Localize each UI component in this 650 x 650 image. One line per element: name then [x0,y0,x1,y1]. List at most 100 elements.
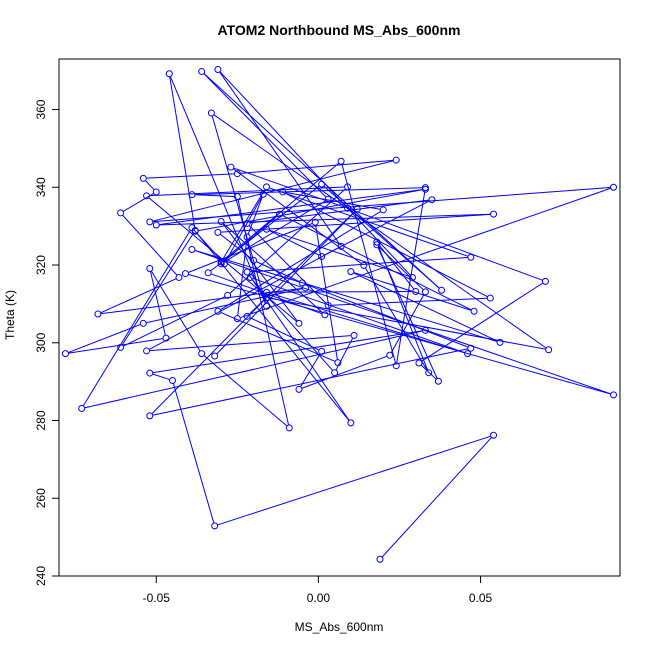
data-point [214,307,222,315]
data-point [408,273,416,281]
data-point [188,191,196,199]
data-point [211,522,219,530]
series-line-segment [350,208,543,281]
series-line-segment [84,330,423,409]
series-line-segment [285,193,488,298]
data-point [204,269,212,277]
series-line-segment [152,348,468,416]
y-tick-label: 280 [34,410,48,430]
data-point [224,291,232,299]
data-point [373,241,381,249]
series-line-segment [421,364,437,380]
data-point [146,218,154,226]
data-point [243,233,251,241]
y-tick-label: 320 [34,255,48,275]
data-point [117,343,125,351]
series-points [61,65,618,563]
data-point [243,312,251,320]
series-line-segment [172,383,215,523]
series-line-segment [223,215,278,263]
data-point [490,431,498,439]
data-point [353,205,361,213]
series-line-segment [300,353,321,387]
series-line-segment [203,355,288,427]
x-tick-label: 0.00 [307,591,331,605]
data-point [334,359,342,367]
data-point [324,195,332,203]
data-point [233,315,241,323]
data-point [347,419,355,427]
series-line-segment [150,271,166,336]
data-point [295,319,303,327]
data-point [344,183,352,191]
data-point [152,188,160,196]
y-tick-label: 360 [34,99,48,119]
series-line-segment [247,197,263,235]
series-line-segment [421,282,543,362]
series-line-segment [217,435,491,526]
data-point [263,183,271,191]
y-tick-label: 340 [34,177,48,197]
data-point [250,256,258,264]
x-axis: -0.05 0.00 0.05 [143,575,493,605]
series-line-segment [377,247,438,379]
data-point [490,210,498,218]
data-point [139,174,147,182]
series-line-segment [146,173,235,179]
data-point [188,245,196,253]
data-point [78,404,86,412]
data-point [301,284,309,292]
y-tick-label: 300 [34,332,48,352]
series-line-segment [159,189,423,226]
data-point [434,377,442,385]
data-point [318,347,326,355]
series-line-segment [101,287,303,315]
data-point [321,311,329,319]
data-point [311,218,319,226]
data-point [373,238,381,246]
data-point [344,204,352,212]
data-point [464,350,472,358]
data-point [139,319,147,327]
data-point [207,109,215,117]
data-point [143,192,151,200]
data-point [243,268,251,276]
series-line-segment [253,278,465,354]
data-point [467,344,475,352]
series-line-segment [305,283,468,348]
series-line-segment [159,213,491,226]
series-line-segment [223,223,323,313]
series-line-segment [381,437,492,558]
data-point [496,338,504,346]
series-line-segment [269,230,319,256]
data-point [425,369,433,377]
data-point [337,157,345,165]
data-point [467,253,475,261]
data-point [438,286,446,294]
data-point [610,183,618,191]
data-point [428,196,436,204]
series-line-segment [216,211,356,354]
data-point [198,67,206,75]
series-line-segment [229,188,346,294]
data-point [470,307,478,315]
series-line-segment [353,272,498,342]
series-line-segment [219,71,340,244]
data-point [227,163,235,171]
data-point [117,209,125,217]
data-point [392,362,400,370]
series-line-segment [188,273,611,395]
series-line-segment [335,338,354,371]
data-point [610,391,618,399]
series-line-segment [249,225,327,304]
data-point [168,376,176,384]
data-point [298,279,306,287]
series-line-segment [225,196,263,262]
x-axis-label: MS_Abs_600nm [295,620,384,634]
data-point [94,310,102,318]
series-line-segment [152,373,170,380]
data-point [279,188,287,196]
data-point [421,185,429,193]
data-point [263,225,271,233]
